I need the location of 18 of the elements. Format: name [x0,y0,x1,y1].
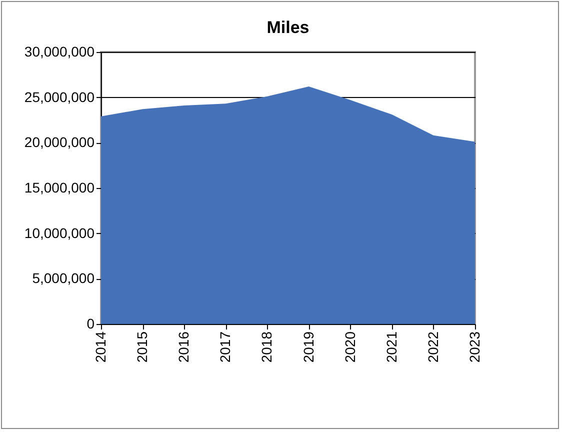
x-tick-label: 2017 [217,331,234,363]
x-tick-label: 2016 [176,331,192,363]
y-tick-label: 25,000,000 [24,88,95,105]
x-tick-label: 2020 [342,331,358,363]
y-tick-label: 0 [86,316,95,332]
x-tick-label: 2019 [300,331,316,363]
y-tick-label: 10,000,000 [24,224,95,241]
x-tick-label: 2023 [466,331,482,363]
x-tick-label: 2015 [134,331,150,363]
x-tick-label: 2021 [383,331,400,363]
x-tick-label: 2022 [424,331,441,363]
y-tick-label: 5,000,000 [32,270,95,286]
y-tick-label: 30,000,000 [24,44,95,60]
x-tick-label: 2014 [92,331,108,363]
y-tick-label: 20,000,000 [24,134,95,150]
x-tick-label: 2018 [258,331,275,363]
chart-title: Miles [266,18,310,37]
y-tick-label: 15,000,000 [24,180,95,196]
